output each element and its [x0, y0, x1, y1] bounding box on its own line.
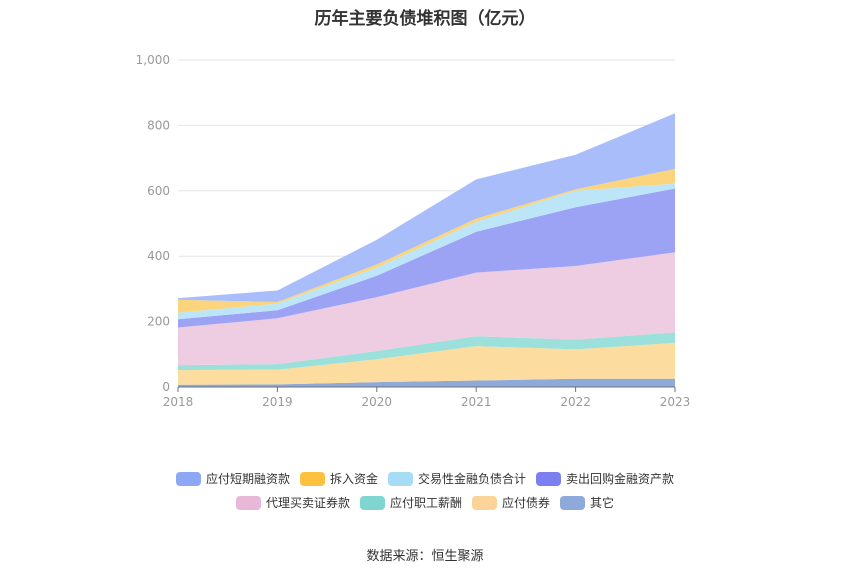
- legend-label: 拆入资金: [329, 472, 378, 486]
- legend-item[interactable]: 其它: [560, 494, 614, 511]
- legend-swatch: [235, 495, 261, 510]
- legend-item[interactable]: 拆入资金: [299, 470, 378, 487]
- stacked-areas: [178, 113, 675, 387]
- legend-row: 应付短期融资款 拆入资金 交易性金融负债合计 卖出回购金融资产款: [0, 470, 850, 487]
- legend-item[interactable]: 交易性金融负债合计: [388, 470, 526, 487]
- legend-swatch: [175, 471, 201, 486]
- x-tick-label: 2023: [660, 395, 691, 409]
- x-tick-label: 2020: [362, 395, 393, 409]
- x-tick-label: 2021: [461, 395, 492, 409]
- source-note: 数据来源：恒生聚源: [366, 549, 484, 564]
- legend-label: 应付短期融资款: [205, 472, 290, 486]
- legend-swatch: [472, 495, 497, 510]
- legend-label: 其它: [590, 496, 615, 510]
- legend-item[interactable]: 应付债券: [472, 494, 550, 511]
- area-series-卖出回购金融资产款[interactable]: [178, 188, 675, 328]
- chart-title: 历年主要负债堆积图（亿元）: [314, 9, 536, 29]
- legend-label: 应付职工薪酬: [389, 496, 462, 510]
- legend-item[interactable]: 应付短期融资款: [175, 470, 290, 487]
- y-tick-label: 0: [162, 380, 170, 394]
- legend-swatch: [536, 471, 562, 486]
- legend-row: 代理买卖证券款 应付职工薪酬 应付债券 其它: [0, 494, 850, 511]
- legend-swatch: [299, 471, 325, 486]
- y-tick-label: 600: [147, 184, 170, 198]
- legend-swatch: [359, 495, 385, 510]
- y-tick-label: 200: [147, 315, 170, 329]
- area-series-应付债券[interactable]: [178, 342, 675, 385]
- legend-swatch: [560, 495, 586, 510]
- x-tick-label: 2019: [262, 395, 293, 409]
- legend-swatch: [388, 471, 413, 486]
- x-tick-label: 2022: [560, 395, 591, 409]
- legend-label: 交易性金融负债合计: [418, 472, 527, 486]
- legend-label: 应付债券: [502, 496, 551, 510]
- legend-item[interactable]: 应付职工薪酬: [359, 494, 462, 511]
- legend-label: 卖出回购金融资产款: [566, 472, 675, 486]
- x-tick-label: 2018: [163, 395, 194, 409]
- area-chart: 0 200 400 600 800 1,000 2018 2019 2020 2021 2022 20…: [136, 53, 691, 409]
- y-tick-label: 800: [147, 118, 170, 132]
- legend-item[interactable]: 卖出回购金融资产款: [536, 470, 674, 487]
- axes: 0 200 400 600 800 1,000 2018 2019 2020 2021 2022 20…: [136, 53, 691, 409]
- legend-label: 代理买卖证券款: [265, 496, 350, 510]
- y-tick-label: 400: [147, 249, 170, 263]
- area-series-应付职工薪酬[interactable]: [178, 332, 675, 370]
- area-series-代理买卖证券款[interactable]: [178, 252, 675, 366]
- area-series-交易性金融负债合计[interactable]: [178, 183, 675, 320]
- y-tick-label: 1,000: [136, 53, 170, 67]
- area-series-拆入资金[interactable]: [178, 168, 675, 313]
- legend-item[interactable]: 代理买卖证券款: [235, 494, 350, 511]
- legend: 应付短期融资款 拆入资金 交易性金融负债合计 卖出回购金融资产款 代理买卖证券款 应付职…: [0, 470, 850, 518]
- area-series-其它[interactable]: [178, 378, 675, 387]
